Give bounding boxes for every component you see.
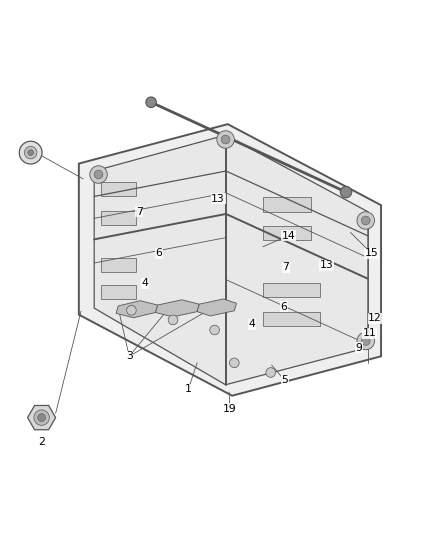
- Circle shape: [340, 187, 352, 198]
- FancyBboxPatch shape: [101, 182, 136, 197]
- FancyBboxPatch shape: [263, 282, 320, 297]
- Circle shape: [357, 212, 374, 229]
- Circle shape: [266, 368, 276, 377]
- Circle shape: [25, 147, 37, 159]
- FancyBboxPatch shape: [263, 197, 311, 212]
- Circle shape: [19, 141, 42, 164]
- Text: 3: 3: [126, 351, 133, 361]
- Text: 2: 2: [38, 437, 45, 447]
- FancyBboxPatch shape: [101, 258, 136, 272]
- Circle shape: [38, 414, 46, 422]
- Circle shape: [357, 332, 374, 350]
- Circle shape: [34, 410, 49, 425]
- Text: 19: 19: [223, 404, 237, 414]
- Text: 1: 1: [185, 384, 192, 394]
- Circle shape: [361, 336, 370, 345]
- Circle shape: [221, 135, 230, 144]
- FancyBboxPatch shape: [101, 211, 136, 225]
- Text: 7: 7: [136, 207, 143, 217]
- Text: 4: 4: [141, 278, 148, 288]
- Text: 12: 12: [368, 313, 382, 323]
- Text: 5: 5: [281, 375, 288, 385]
- Circle shape: [127, 305, 136, 315]
- Circle shape: [217, 131, 234, 148]
- Text: 9: 9: [356, 343, 363, 352]
- Text: 13: 13: [211, 193, 225, 204]
- Circle shape: [28, 150, 34, 156]
- Circle shape: [230, 358, 239, 368]
- Text: 4: 4: [248, 319, 255, 329]
- Circle shape: [210, 325, 219, 335]
- FancyBboxPatch shape: [263, 312, 320, 326]
- Text: 13: 13: [319, 260, 333, 270]
- Text: 11: 11: [362, 328, 376, 338]
- FancyBboxPatch shape: [263, 226, 311, 240]
- Circle shape: [146, 97, 156, 108]
- Polygon shape: [155, 300, 199, 317]
- FancyBboxPatch shape: [101, 285, 136, 300]
- Circle shape: [361, 216, 370, 225]
- Polygon shape: [116, 301, 158, 318]
- Circle shape: [90, 166, 107, 183]
- Text: 14: 14: [281, 231, 295, 241]
- Polygon shape: [79, 124, 381, 395]
- Polygon shape: [28, 406, 56, 430]
- Polygon shape: [197, 299, 237, 316]
- Text: 7: 7: [282, 262, 289, 272]
- Text: 15: 15: [364, 248, 378, 259]
- Text: 6: 6: [280, 302, 287, 312]
- Polygon shape: [94, 135, 368, 385]
- Circle shape: [168, 315, 178, 325]
- Circle shape: [94, 170, 103, 179]
- Text: 6: 6: [155, 248, 162, 259]
